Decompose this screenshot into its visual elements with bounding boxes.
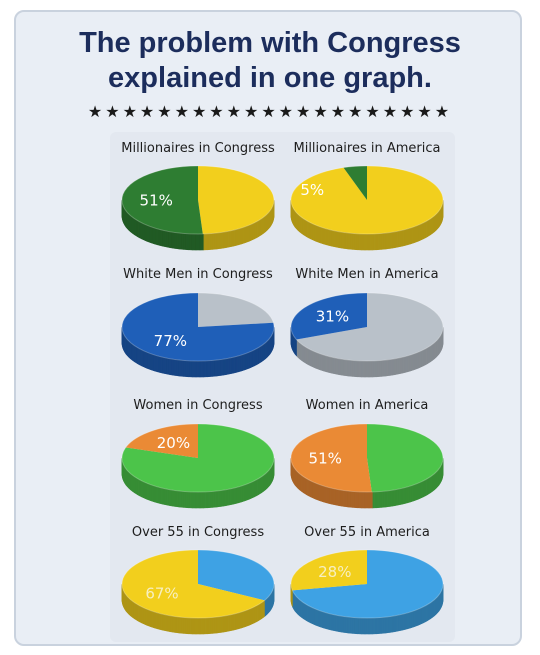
pie-millionaires-in-america: 5%	[290, 165, 444, 251]
percent-label: 5%	[300, 181, 324, 199]
percent-label: 28%	[318, 563, 351, 581]
pie-millionaires-in-congress: 51%	[121, 165, 275, 251]
slice-highlight	[122, 550, 265, 619]
chart-title-white-men-in-america: White Men in America	[295, 267, 439, 282]
pie-women-in-america: 51%	[290, 423, 444, 509]
title-line-1: The problem with Congress	[79, 27, 461, 59]
slice-other	[198, 550, 275, 601]
percent-label: 77%	[154, 332, 187, 350]
slice-other	[290, 166, 443, 234]
chart-title-women-in-congress: Women in Congress	[133, 398, 263, 413]
chart-title-over-55-in-america: Over 55 in America	[304, 525, 430, 540]
slice-highlight	[121, 293, 274, 361]
chart-title-women-in-america: Women in America	[305, 398, 429, 413]
pie-women-in-congress: 20%	[121, 423, 275, 509]
slice-highlight	[290, 423, 372, 492]
title-line-2: explained in one graph.	[108, 62, 432, 94]
percent-label: 20%	[157, 434, 190, 452]
star-divider: ★★★★★★★★★★★★★★★★★★★★★	[87, 102, 453, 121]
chart-title-white-men-in-congress: White Men in Congress	[123, 267, 273, 282]
slice-other	[296, 293, 443, 361]
slice-other	[198, 293, 274, 327]
chart-title-over-55-in-congress: Over 55 in Congress	[131, 525, 265, 540]
slice-other	[121, 424, 274, 492]
percent-label: 31%	[316, 307, 349, 325]
slice-highlight	[343, 166, 367, 200]
pie-over-55-in-america: 28%	[290, 549, 444, 635]
percent-label: 67%	[145, 585, 178, 603]
pie-white-men-in-america: 31%	[290, 292, 444, 378]
slice-other	[367, 424, 443, 492]
chart-title-millionaires-in-america: Millionaires in America	[293, 141, 441, 156]
slice-other	[292, 550, 444, 618]
percent-label: 51%	[140, 192, 173, 210]
pie-white-men-in-congress: 77%	[121, 292, 275, 378]
slice-highlight	[125, 424, 198, 458]
pie-over-55-in-congress: 67%	[121, 549, 275, 635]
slice-highlight	[291, 550, 367, 591]
slice-highlight	[121, 165, 203, 234]
percent-label: 51%	[309, 450, 342, 468]
slice-highlight	[290, 293, 367, 340]
chart-title-millionaires-in-congress: Millionaires in Congress	[121, 141, 275, 156]
slice-other	[198, 166, 274, 234]
